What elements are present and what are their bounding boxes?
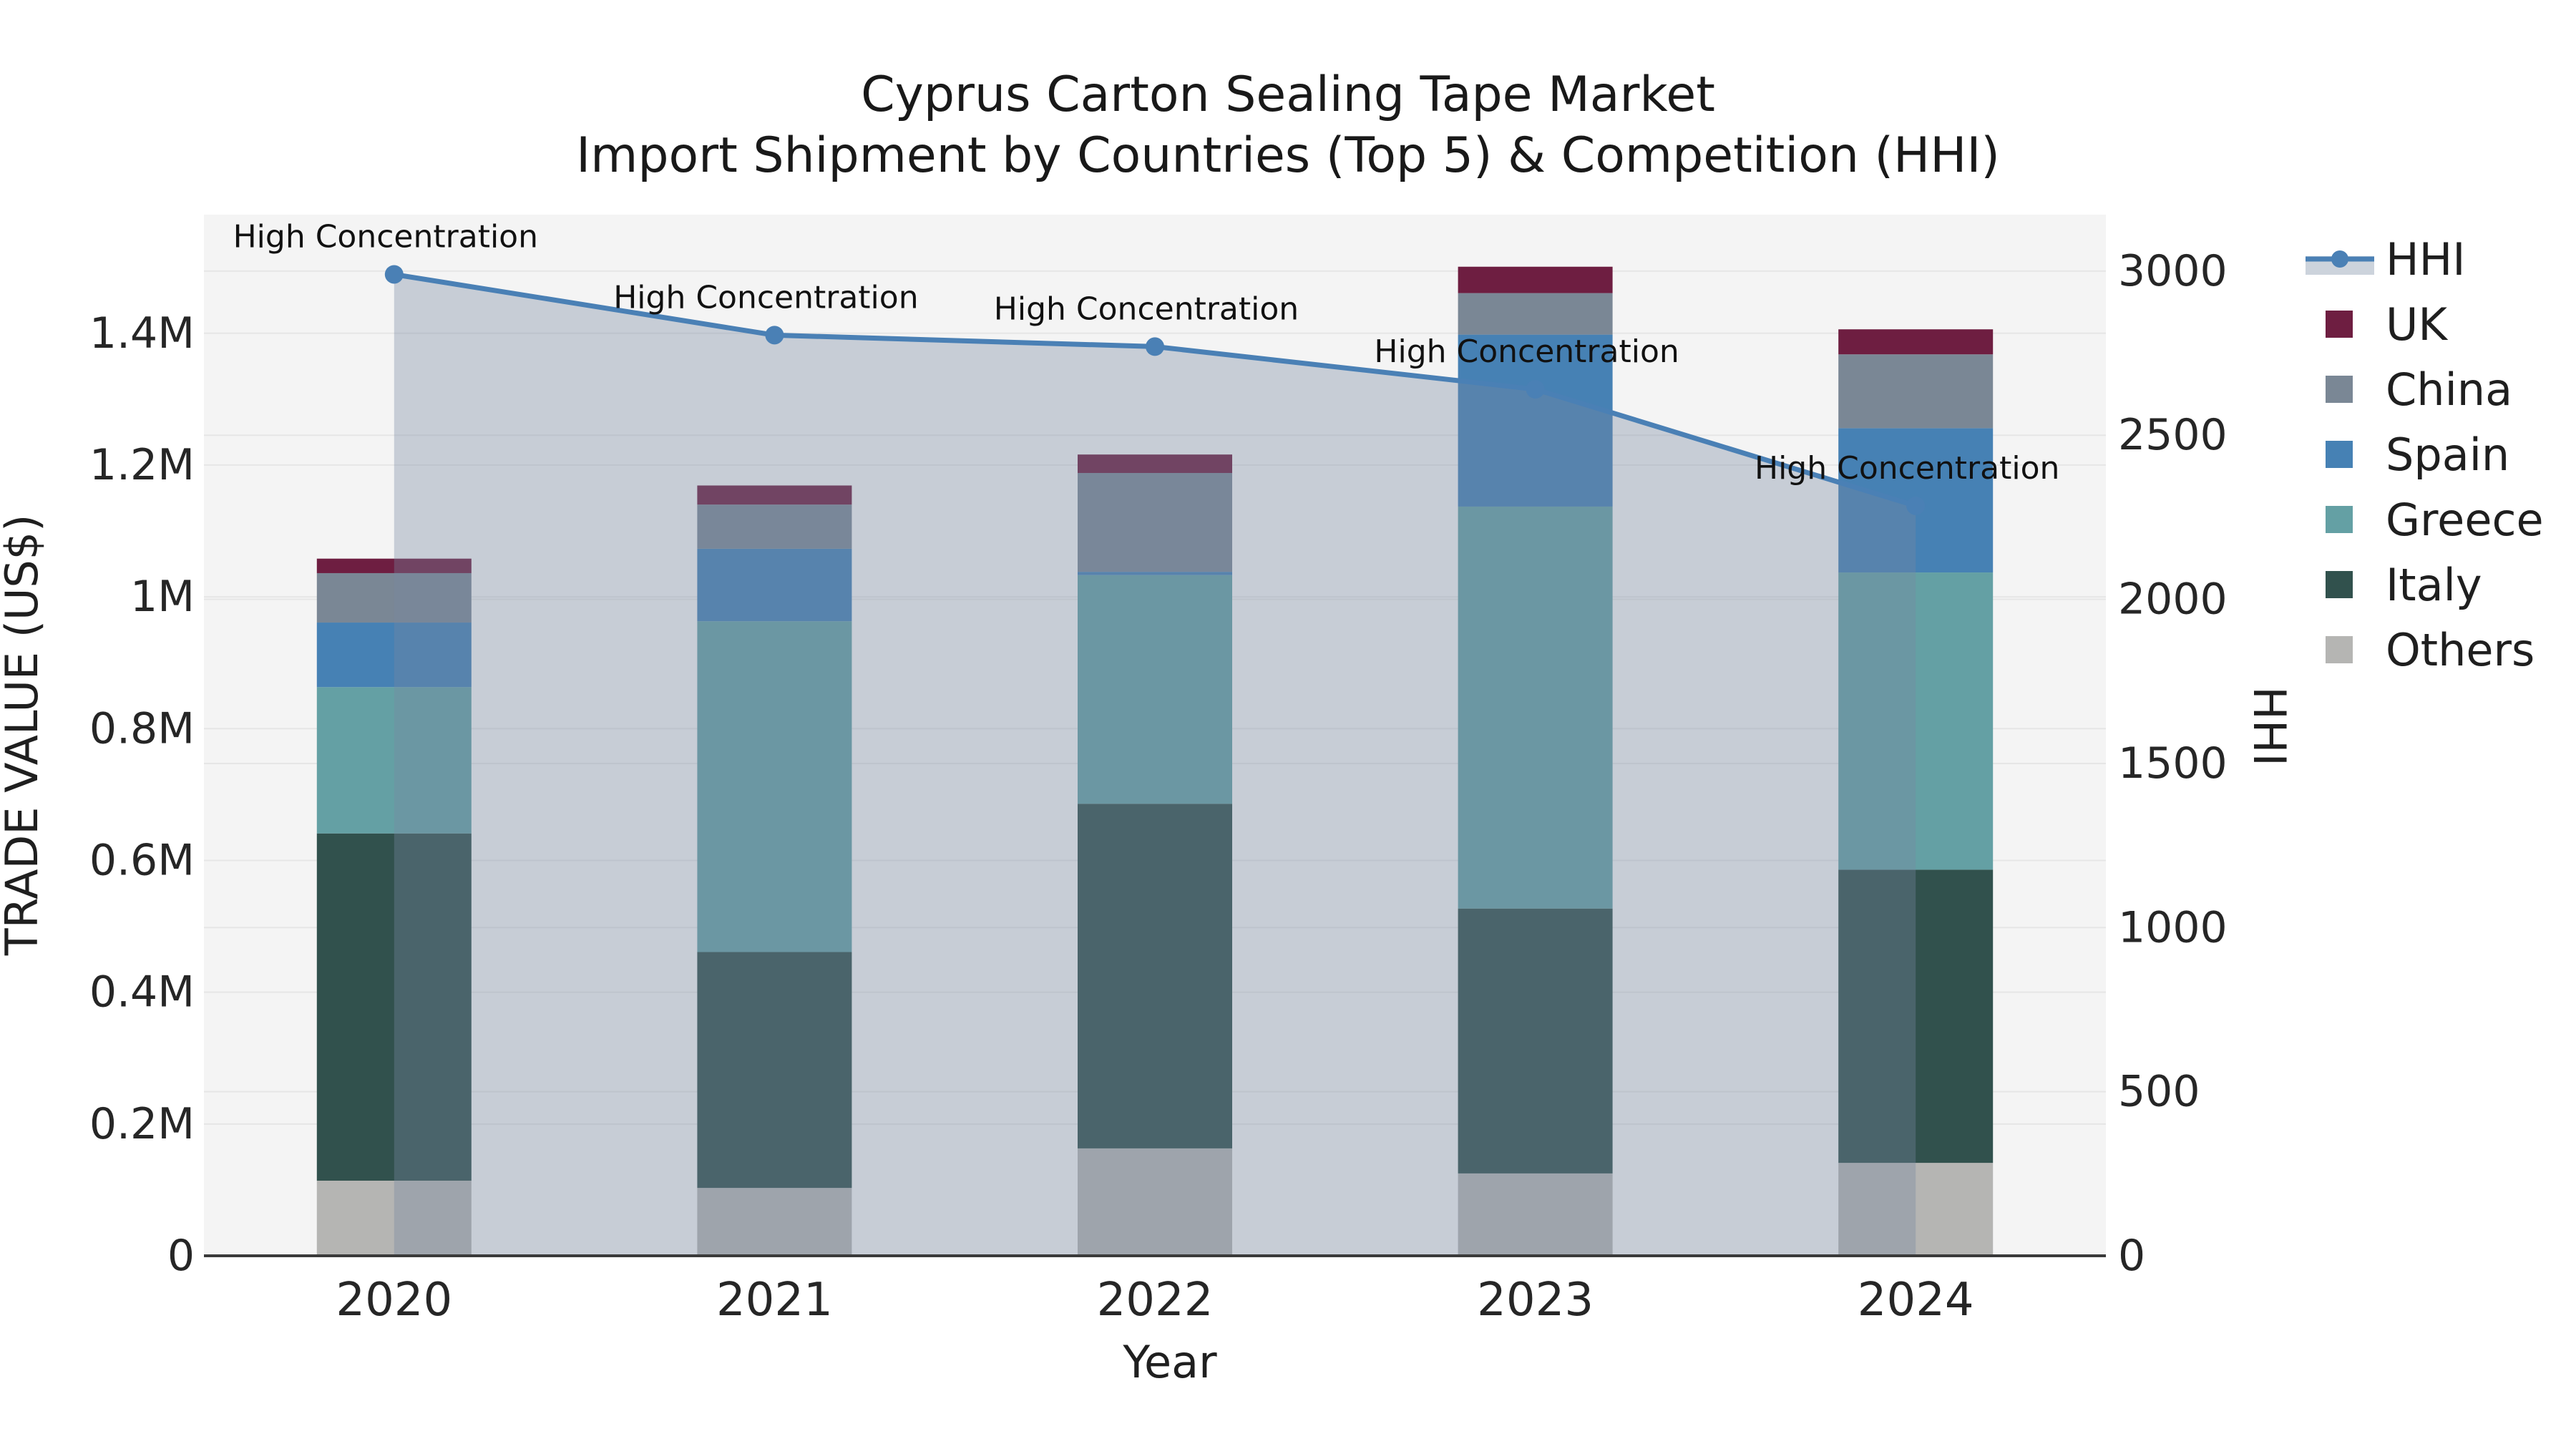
legend-swatch-spain <box>2326 441 2353 468</box>
bar-greece-2020 <box>316 687 472 834</box>
y-left-tick-0.8M: 0.8M <box>89 703 195 753</box>
bar-others-2020 <box>316 1181 472 1256</box>
legend-item-china: China <box>2326 364 2512 416</box>
y-axis-right-ticks: 0 500 1000 1500 2000 2500 3000 <box>2118 246 2228 1281</box>
annotation-high-concentration-2024: High Concentration <box>1755 450 2059 487</box>
y-left-tick-0.6M: 0.6M <box>89 835 195 885</box>
y-left-tick-1.2M: 1.2M <box>89 440 195 490</box>
x-tick-2023: 2023 <box>1477 1274 1594 1327</box>
annotations: High Concentration High Concentration High… <box>233 218 2060 486</box>
bar-spain-2023 <box>1458 334 1613 507</box>
bar-china-2022 <box>1078 472 1232 572</box>
y-left-tick-0.4M: 0.4M <box>89 967 195 1018</box>
hhi-area-fill <box>394 274 1916 1256</box>
bar-uk-2021 <box>697 485 852 505</box>
bar-greece-2021 <box>697 621 852 952</box>
y-left-tick-1.4M: 1.4M <box>89 308 195 358</box>
legend-item-greece: Greece <box>2326 494 2544 546</box>
y-left-tick-0: 0 <box>167 1231 195 1281</box>
legend-item-hhi: HHI <box>2306 233 2466 286</box>
y-right-tick-2000: 2000 <box>2118 575 2228 625</box>
y-right-tick-3000: 3000 <box>2118 246 2228 296</box>
hhi-marker-2023 <box>1526 380 1545 399</box>
bar-spain-2021 <box>697 548 852 622</box>
x-axis-ticks: 2020 2021 2022 2023 2024 <box>336 1274 1974 1327</box>
bar-italy-2022 <box>1078 804 1232 1148</box>
legend-label-uk: UK <box>2386 298 2448 351</box>
legend-item-spain: Spain <box>2326 429 2509 481</box>
bar-spain-2022 <box>1078 572 1232 575</box>
hhi-markers <box>384 265 1926 515</box>
annotation-high-concentration-2023: High Concentration <box>1374 333 1679 370</box>
bar-italy-2023 <box>1458 908 1613 1174</box>
bar-italy-2020 <box>316 833 472 1181</box>
chart-title: Cyprus Carton Sealing Tape Market <box>861 67 1715 123</box>
bar-china-2020 <box>316 572 472 623</box>
bar-china-2021 <box>697 504 852 549</box>
legend-swatch-italy <box>2326 571 2353 598</box>
y-right-tick-2500: 2500 <box>2118 410 2228 460</box>
y-left-tick-1M: 1M <box>130 572 195 622</box>
y-right-tick-1000: 1000 <box>2118 902 2228 952</box>
legend-swatch-uk <box>2326 311 2353 338</box>
y-right-tick-500: 500 <box>2118 1067 2200 1117</box>
bar-uk-2024 <box>1838 329 1994 355</box>
x-tick-2022: 2022 <box>1097 1274 1214 1327</box>
hhi-marker-2020 <box>384 265 404 284</box>
legend-swatch-china <box>2326 376 2353 403</box>
bar-greece-2024 <box>1838 572 1994 870</box>
x-tick-2024: 2024 <box>1858 1274 1974 1327</box>
bar-italy-2021 <box>697 952 852 1189</box>
x-axis-title: Year <box>1122 1336 1217 1388</box>
y-axis-left-title: TRADE VALUE (US$) <box>0 514 48 957</box>
bar-greece-2023 <box>1458 506 1613 909</box>
legend-label-greece: Greece <box>2386 494 2544 546</box>
bar-spain-2020 <box>316 623 472 688</box>
legend-label-italy: Italy <box>2386 559 2482 611</box>
legend-item-others: Others <box>2326 624 2534 676</box>
bar-china-2024 <box>1838 354 1994 429</box>
legend-swatch-others <box>2326 636 2353 663</box>
x-tick-2020: 2020 <box>336 1274 452 1327</box>
annotation-high-concentration-2022: High Concentration <box>994 291 1299 327</box>
legend-label-others: Others <box>2386 624 2534 676</box>
hhi-marker-2024 <box>1906 496 1926 515</box>
y-axis-right-title: HHI <box>2243 686 2296 766</box>
legend-swatch-greece <box>2326 506 2353 533</box>
y-right-tick-0: 0 <box>2118 1231 2145 1281</box>
annotation-high-concentration-2020: High Concentration <box>233 218 538 255</box>
y-axis-left-ticks: 0 0.2M 0.4M 0.6M 0.8M 1M 1.2M 1.4M <box>89 308 195 1281</box>
bar-others-2022 <box>1078 1148 1232 1256</box>
hhi-marker-2022 <box>1146 337 1164 356</box>
annotation-high-concentration-2021: High Concentration <box>613 279 918 316</box>
stacked-bars <box>316 266 1994 1256</box>
bar-others-2023 <box>1458 1173 1613 1256</box>
bar-uk-2023 <box>1458 266 1613 293</box>
y-left-tick-0.2M: 0.2M <box>89 1099 195 1149</box>
bar-others-2021 <box>697 1188 852 1256</box>
legend-label-hhi: HHI <box>2386 233 2466 286</box>
bar-uk-2022 <box>1078 454 1232 473</box>
legend-item-italy: Italy <box>2326 559 2482 611</box>
bar-greece-2022 <box>1078 575 1232 804</box>
legend-label-spain: Spain <box>2386 429 2509 481</box>
bar-italy-2024 <box>1838 869 1994 1163</box>
bar-china-2023 <box>1458 293 1613 335</box>
chart-subtitle: Import Shipment by Countries (Top 5) & C… <box>576 127 2000 184</box>
y-right-tick-1500: 1500 <box>2118 738 2228 789</box>
hhi-marker-2021 <box>765 326 784 345</box>
legend-item-uk: UK <box>2326 298 2448 351</box>
legend-label-china: China <box>2386 364 2512 416</box>
bar-uk-2020 <box>316 558 472 573</box>
x-tick-2021: 2021 <box>716 1274 833 1327</box>
legend: HHI UK China Spain Greece Italy Others <box>2306 233 2544 676</box>
bar-others-2024 <box>1838 1163 1994 1256</box>
hhi-legend-marker-icon <box>2331 250 2348 268</box>
